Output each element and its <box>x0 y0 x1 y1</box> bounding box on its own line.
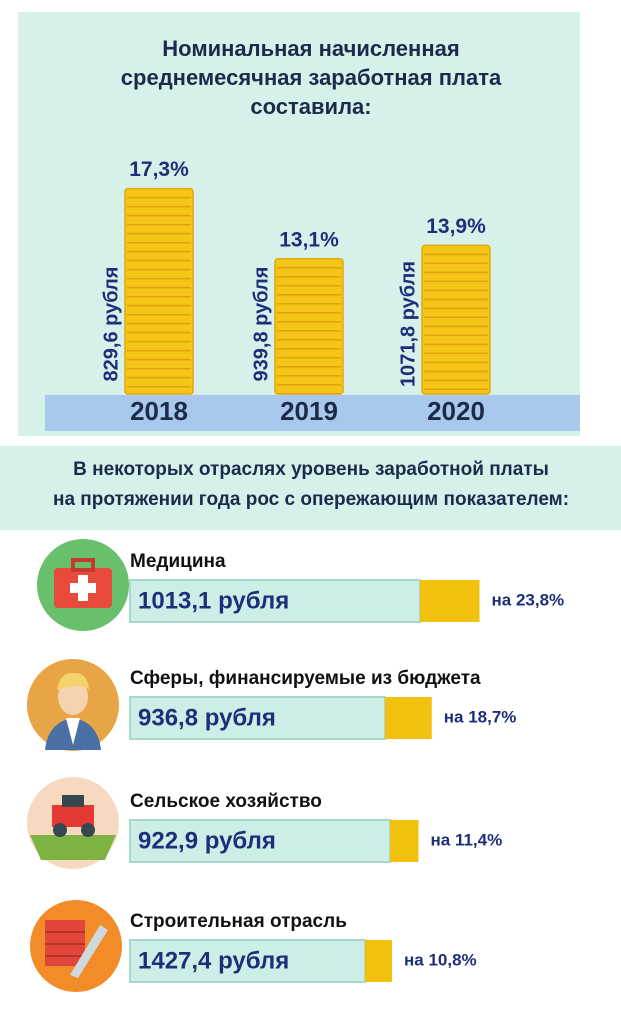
sector-name: Сельское хозяйство <box>130 791 322 812</box>
growth-label: 13,1% <box>279 228 339 251</box>
wage-bar <box>129 696 386 740</box>
wage-value: 922,9 рубля <box>138 827 276 854</box>
wage-label: 1071,8 рубля <box>397 261 419 387</box>
coin-stack <box>274 257 344 395</box>
wage-label: 829,6 рубля <box>100 267 122 382</box>
growth-bar <box>365 940 392 982</box>
wage-value: 936,8 рубля <box>138 704 276 731</box>
section-title: В некоторых отраслях уровень заработной … <box>73 459 549 480</box>
year-label: 2020 <box>427 396 485 426</box>
sector-name: Медицина <box>130 551 226 572</box>
year-label: 2018 <box>130 396 188 426</box>
sector-name: Строительная отрасль <box>130 911 347 932</box>
icon-medicine <box>37 539 129 631</box>
coin-stack <box>421 244 491 395</box>
coin-stack <box>124 187 194 395</box>
growth-value: на 23,8% <box>492 590 565 609</box>
title: Номинальная начисленная <box>162 36 459 61</box>
title: среднемесячная заработная плата <box>121 65 502 90</box>
year-label: 2019 <box>280 396 338 426</box>
icon-construction <box>30 900 122 992</box>
icon-tractor <box>27 777 119 869</box>
title: составила: <box>250 94 371 119</box>
growth-bar <box>385 697 432 739</box>
growth-label: 13,9% <box>426 215 486 238</box>
section-band <box>0 446 621 530</box>
wage-bar <box>129 939 366 983</box>
icon-person <box>27 659 119 751</box>
wage-value: 1427,4 рубля <box>138 947 289 974</box>
growth-label: 17,3% <box>129 158 189 181</box>
wage-value: 1013,1 рубля <box>138 587 289 614</box>
growth-bar <box>390 820 419 862</box>
growth-value: на 18,7% <box>444 707 517 726</box>
wage-bar <box>129 579 421 623</box>
growth-bar <box>420 580 480 622</box>
section-title: на протяжении года рос с опережающим пок… <box>53 489 569 510</box>
year-strip <box>45 395 580 431</box>
wage-label: 939,8 рубля <box>250 267 272 382</box>
growth-value: на 10,8% <box>404 950 477 969</box>
sector-name: Сферы, финансируемые из бюджета <box>130 668 481 689</box>
growth-value: на 11,4% <box>431 830 503 849</box>
